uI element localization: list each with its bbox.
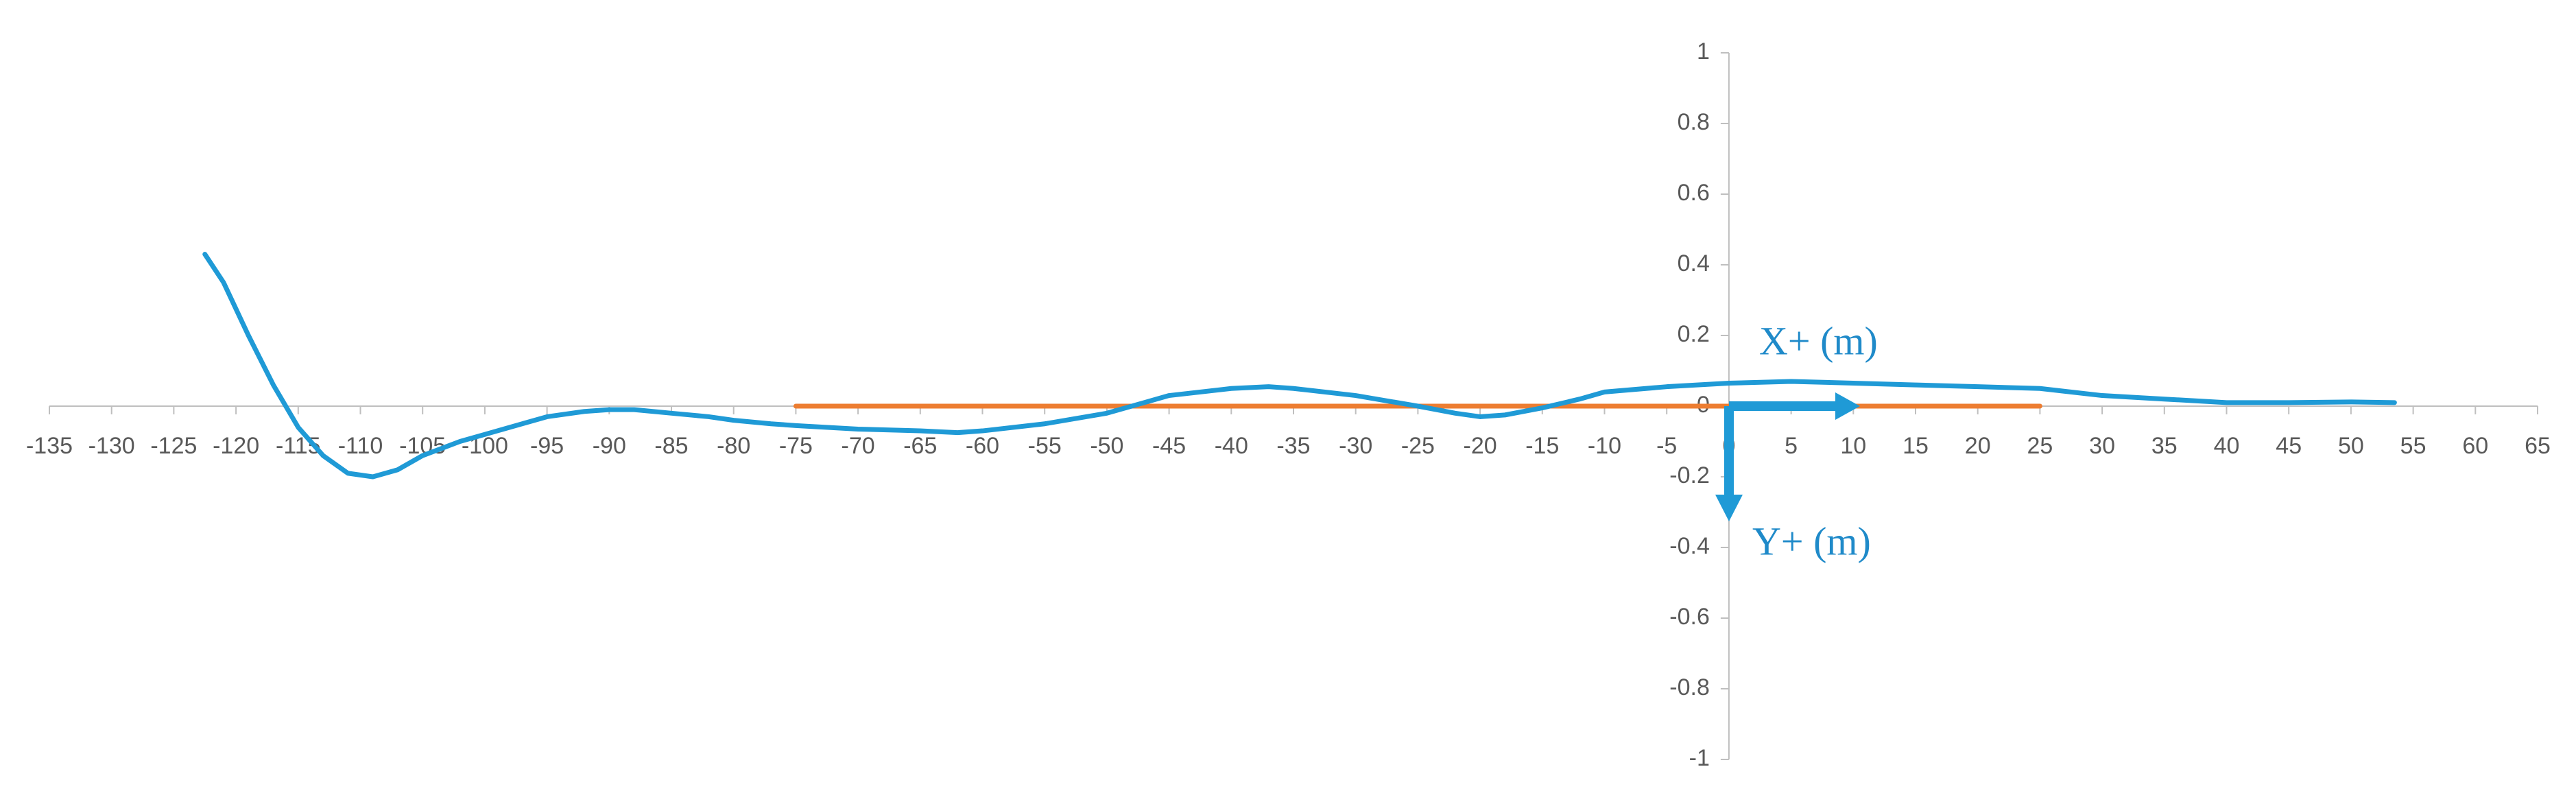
x-tick-label: -55 — [1028, 433, 1062, 459]
x-tick-label: -10 — [1588, 433, 1621, 459]
y-tick-label: -1 — [1689, 745, 1710, 771]
x-tick-label: -45 — [1152, 433, 1186, 459]
x-direction-label: X+ (m) — [1759, 318, 1878, 363]
y-tick-label: -0.6 — [1669, 604, 1710, 630]
x-tick-label: -130 — [88, 433, 135, 459]
x-tick-label: -125 — [150, 433, 197, 459]
x-tick-label: 60 — [2462, 433, 2488, 459]
x-tick-label: 65 — [2525, 433, 2551, 459]
x-tick-label: -25 — [1401, 433, 1435, 459]
x-tick-label: -75 — [779, 433, 813, 459]
axes: -135 -130 -125 -120 -115 -110 -105 -100 -95 -90 -8… — [26, 38, 2551, 771]
x-tick-label: 35 — [2151, 433, 2178, 459]
x-tick-label: -15 — [1525, 433, 1559, 459]
x-tick-label: -80 — [717, 433, 750, 459]
y-tick-label: -0.4 — [1669, 533, 1710, 559]
x-tick-label: 25 — [2027, 433, 2053, 459]
x-tick-label: -5 — [1656, 433, 1677, 459]
x-arrow-head — [1835, 392, 1860, 420]
x-tick-label: -120 — [213, 433, 259, 459]
x-tick-label: 45 — [2276, 433, 2302, 459]
direction-arrows — [1715, 392, 1860, 521]
x-tick-label: 40 — [2214, 433, 2240, 459]
x-tick-label: -20 — [1464, 433, 1497, 459]
x-tick-label: -70 — [842, 433, 875, 459]
x-tick-label: -110 — [338, 433, 383, 459]
y-tick-label: 0.2 — [1678, 321, 1710, 347]
x-tick-label: 5 — [1785, 433, 1798, 459]
data-line — [202, 252, 2397, 480]
x-tick-label: -95 — [530, 433, 564, 459]
x-tick-label: -40 — [1215, 433, 1248, 459]
x-tick-label: -85 — [654, 433, 688, 459]
y-tick-label: 0.8 — [1678, 109, 1710, 135]
x-tick-label: -50 — [1090, 433, 1123, 459]
x-tick-label: -60 — [966, 433, 999, 459]
x-tick-label: 10 — [1840, 433, 1866, 459]
x-tick-label: 30 — [2089, 433, 2115, 459]
y-tick-label: 0.6 — [1678, 180, 1710, 206]
x-tick-label: -65 — [903, 433, 937, 459]
x-tick-label: -30 — [1339, 433, 1372, 459]
y-direction-label: Y+ (m) — [1752, 519, 1871, 563]
x-tick-label: 15 — [1903, 433, 1929, 459]
x-tick-label: 20 — [1965, 433, 1991, 459]
y-tick-label: -0.2 — [1669, 462, 1710, 488]
y-tick-label: -0.8 — [1669, 674, 1710, 700]
x-tick-label: 50 — [2338, 433, 2364, 459]
y-arrow-head — [1715, 495, 1743, 521]
x-tick-label: -135 — [26, 433, 73, 459]
y-tick-label: 0.4 — [1678, 250, 1710, 276]
x-tick-label: 55 — [2400, 433, 2426, 459]
y-tick-label: 1 — [1697, 38, 1710, 64]
x-tick-label: -90 — [593, 433, 626, 459]
x-tick-label: -35 — [1276, 433, 1310, 459]
